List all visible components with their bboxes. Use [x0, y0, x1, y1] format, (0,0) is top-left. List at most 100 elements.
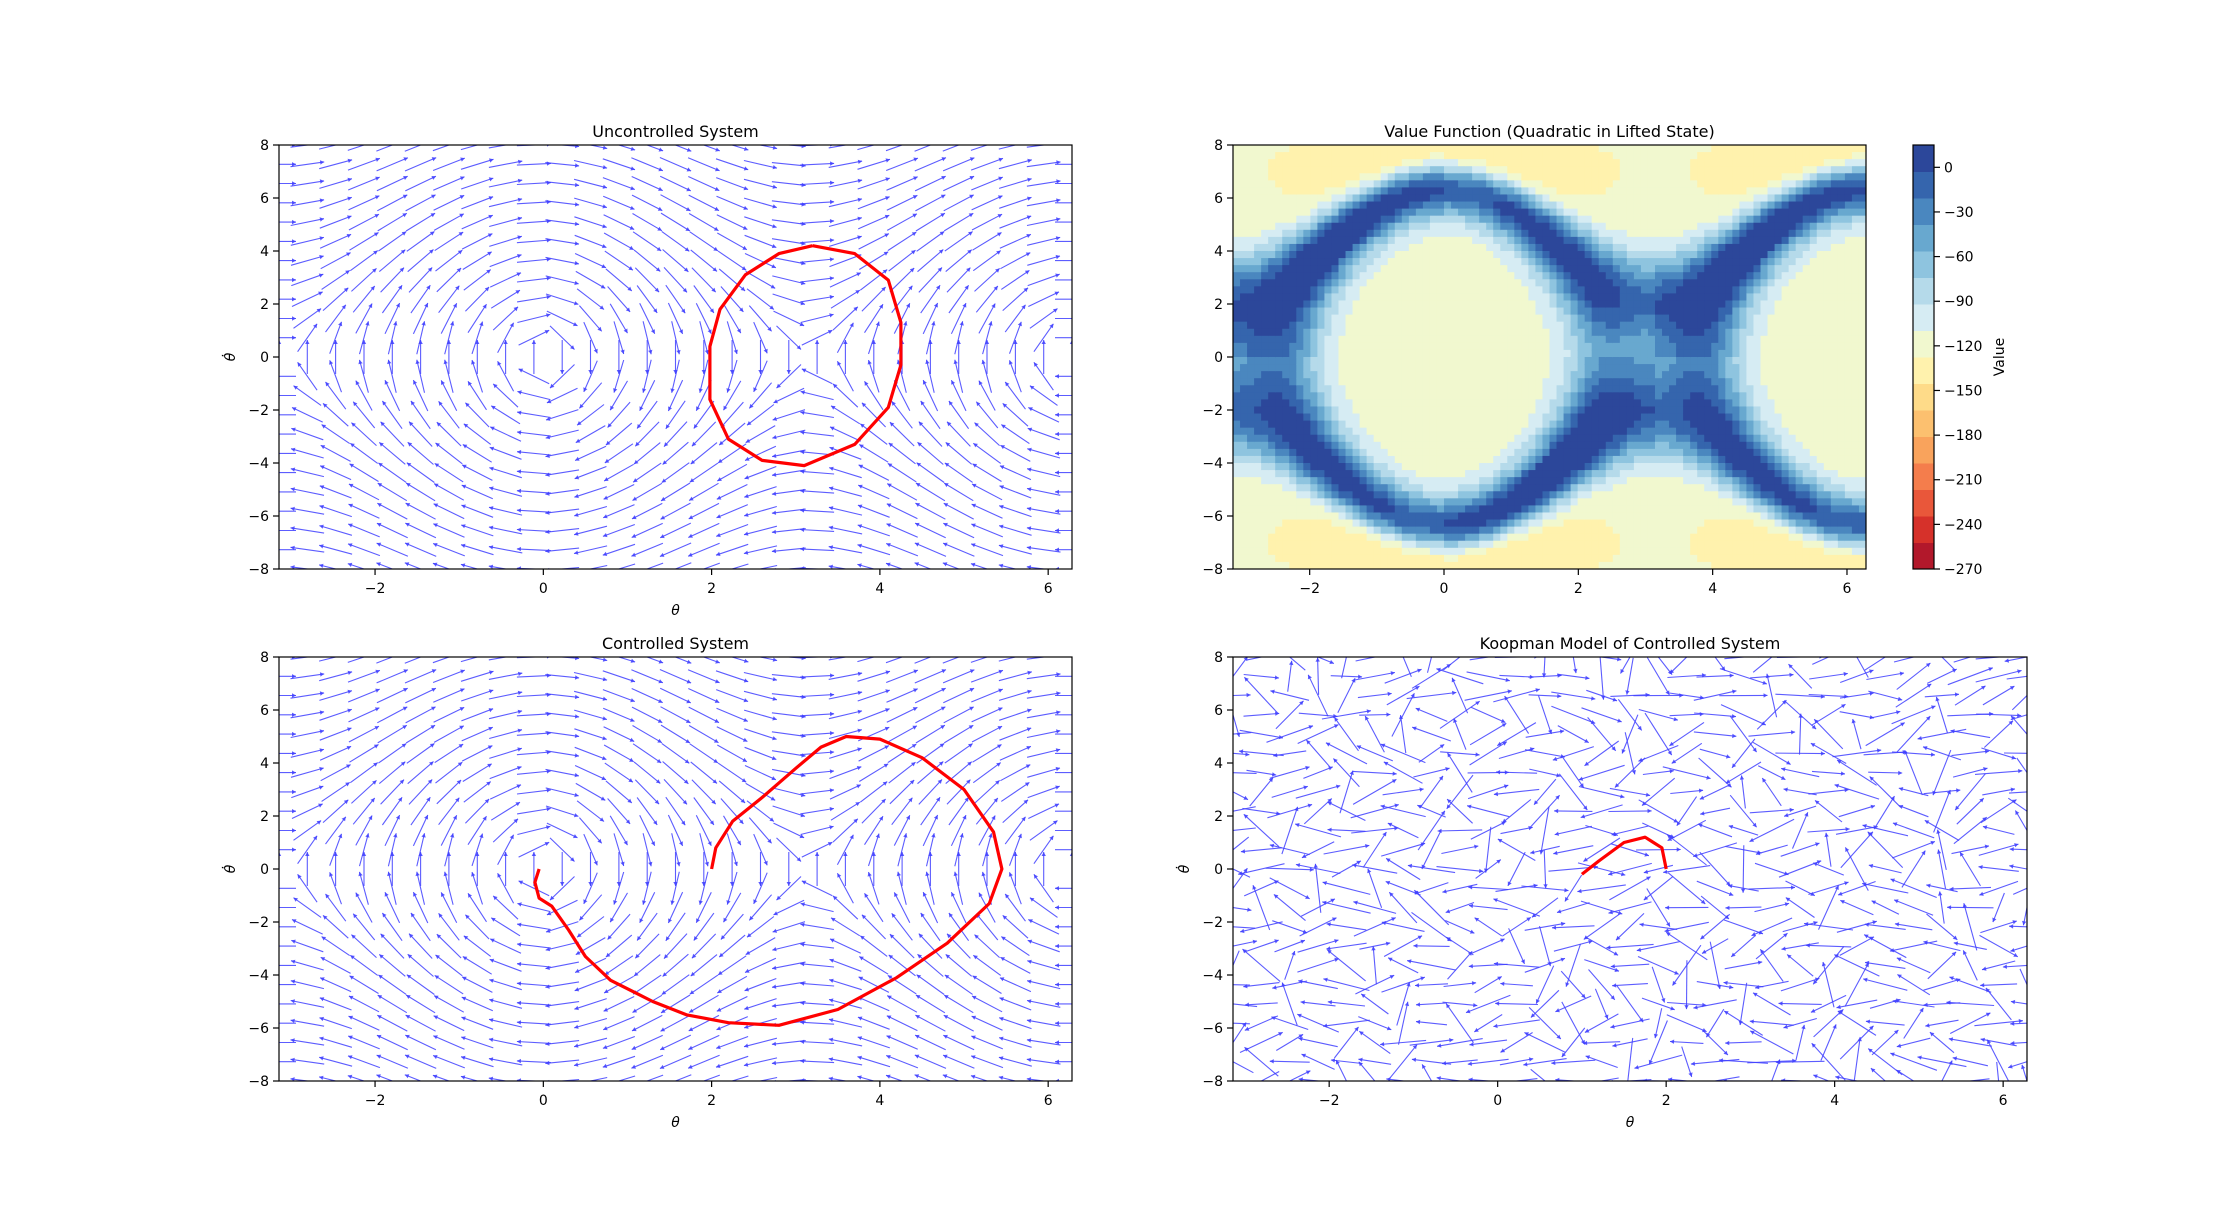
heatmap-cell	[1725, 526, 1733, 535]
heatmap-cell	[1247, 519, 1255, 528]
heatmap-cell	[1479, 413, 1487, 422]
heatmap-cell	[1275, 540, 1283, 549]
heatmap-cell	[1493, 229, 1501, 238]
heatmap-cell	[1493, 413, 1501, 422]
heatmap-cell	[1549, 300, 1558, 309]
heatmap-cell	[1444, 357, 1452, 365]
heatmap-cell	[1640, 187, 1649, 196]
heatmap-cell	[1535, 385, 1544, 393]
heatmap-cell	[1345, 540, 1354, 549]
heatmap-cell	[1486, 272, 1494, 280]
heatmap-cell	[1676, 166, 1684, 174]
heatmap-cell	[1626, 364, 1635, 372]
heatmap-cell	[1331, 328, 1340, 337]
heatmap-cell	[1429, 159, 1438, 167]
heatmap-cell	[1408, 236, 1417, 245]
heatmap-cell	[1542, 236, 1551, 245]
vector-arrow	[488, 197, 523, 208]
heatmap-cell	[1507, 180, 1515, 188]
heatmap-cell	[1725, 293, 1733, 302]
heatmap-cell	[1268, 526, 1276, 535]
heatmap-cell	[1514, 498, 1522, 506]
heatmap-cell	[1521, 222, 1529, 231]
heatmap-cell	[1436, 519, 1445, 528]
heatmap-cell	[1422, 434, 1431, 443]
heatmap-cell	[1387, 272, 1396, 280]
heatmap-cell	[1401, 399, 1410, 408]
heatmap-cell	[1472, 335, 1480, 344]
heatmap-cell	[1640, 222, 1649, 231]
heatmap-cell	[1711, 335, 1719, 344]
vector-arrow	[1055, 298, 1072, 300]
heatmap-cell	[1451, 314, 1459, 323]
heatmap-cell	[1655, 434, 1663, 443]
vector-arrow	[1026, 236, 1061, 246]
heatmap-cell	[1528, 420, 1537, 429]
heatmap-cell	[1366, 265, 1375, 273]
heatmap-cell	[1338, 272, 1347, 280]
heatmap-cell	[1233, 251, 1241, 259]
heatmap-cell	[1282, 180, 1290, 188]
heatmap-cell	[1451, 554, 1459, 563]
vector-arrow	[549, 364, 575, 389]
vector-arrow	[659, 522, 692, 539]
heatmap-cell	[1310, 321, 1318, 330]
heatmap-cell	[1268, 201, 1276, 210]
heatmap-cell	[1359, 159, 1368, 167]
heatmap-cell	[1598, 498, 1607, 506]
heatmap-cell	[1528, 399, 1537, 408]
vector-arrow	[516, 546, 551, 552]
heatmap-cell	[1436, 243, 1445, 252]
heatmap-cell	[1268, 236, 1276, 245]
heatmap-cell	[1240, 187, 1248, 196]
heatmap-cell	[1324, 470, 1333, 478]
heatmap-cell	[1725, 477, 1733, 485]
heatmap-cell	[1415, 533, 1424, 542]
heatmap-cell	[1662, 279, 1670, 287]
heatmap-cell	[1556, 463, 1565, 471]
vector-arrow	[516, 527, 551, 532]
heatmap-cell	[1633, 491, 1642, 499]
heatmap-cell	[1451, 448, 1459, 457]
heatmap-cell	[1479, 229, 1487, 238]
heatmap-cell	[1570, 427, 1579, 436]
heatmap-cell	[1310, 145, 1318, 153]
heatmap-cell	[1408, 159, 1417, 167]
vector-arrow	[1033, 323, 1054, 353]
heatmap-cell	[1704, 251, 1712, 259]
heatmap-cell	[1669, 201, 1677, 210]
heatmap-cell	[1282, 152, 1290, 160]
heatmap-cell	[1704, 392, 1712, 400]
heatmap-cell	[1352, 258, 1361, 266]
heatmap-cell	[1338, 222, 1347, 231]
heatmap-cell	[1556, 208, 1565, 217]
heatmap-cell	[1458, 547, 1466, 556]
heatmap-cell	[1472, 159, 1480, 167]
heatmap-cell	[1394, 152, 1403, 160]
heatmap-cell	[1422, 335, 1431, 344]
heatmap-cell	[1268, 194, 1276, 203]
heatmap-cell	[1704, 378, 1712, 386]
heatmap-cell	[1240, 399, 1248, 408]
heatmap-cell	[1415, 258, 1424, 266]
vector-arrow	[377, 482, 408, 502]
heatmap-cell	[1247, 364, 1255, 372]
heatmap-cell	[1387, 561, 1396, 569]
vector-arrow	[378, 462, 407, 483]
heatmap-cell	[1352, 272, 1361, 280]
heatmap-cell	[1690, 349, 1698, 358]
heatmap-cell	[1725, 441, 1733, 450]
heatmap-cell	[1535, 491, 1544, 499]
heatmap-cell	[1584, 547, 1593, 556]
heatmap-cell	[1387, 229, 1396, 238]
heatmap-cell	[1394, 533, 1403, 542]
heatmap-cell	[1612, 166, 1621, 174]
heatmap-cell	[1472, 215, 1480, 224]
heatmap-cell	[1233, 265, 1241, 273]
heatmap-cell	[1268, 265, 1276, 273]
heatmap-cell	[1373, 547, 1382, 556]
heatmap-cell	[1655, 152, 1663, 160]
heatmap-cell	[1619, 187, 1628, 196]
heatmap-cell	[1233, 526, 1241, 535]
heatmap-cell	[1521, 505, 1529, 514]
